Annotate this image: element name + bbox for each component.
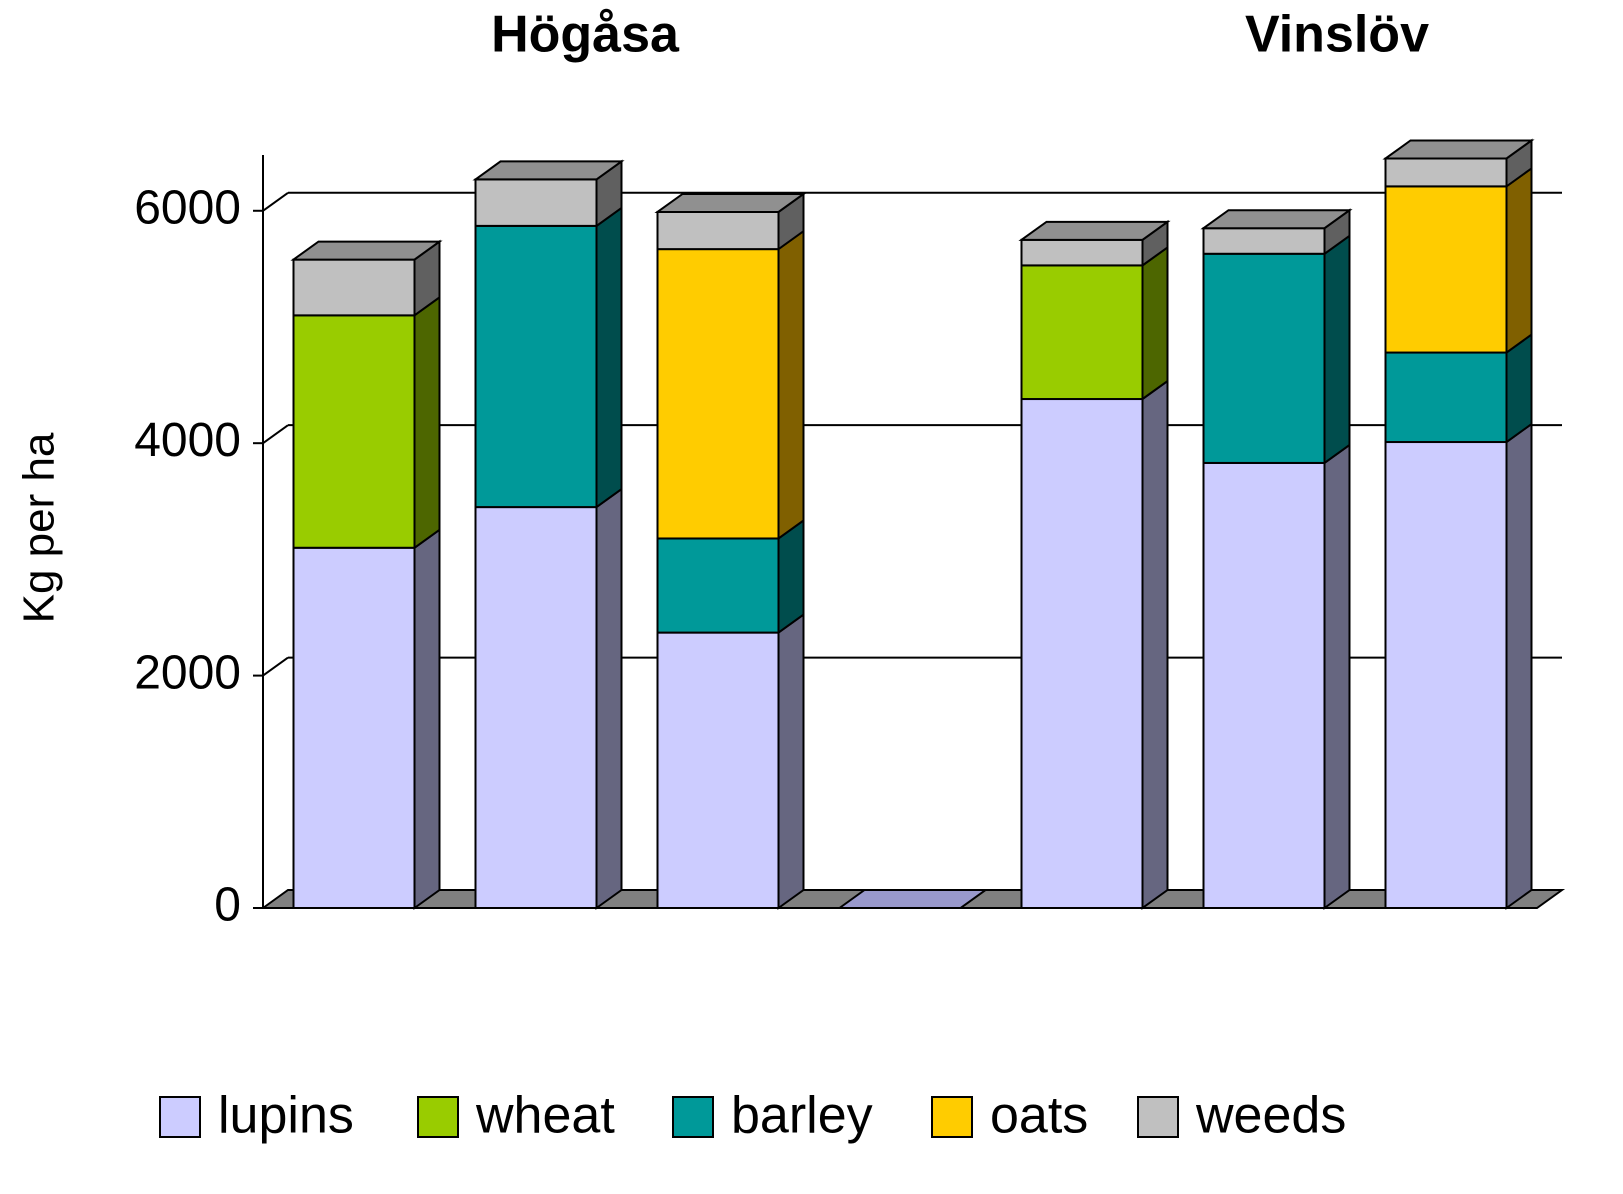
- bar-top: [654, 192, 807, 213]
- legend-label: barley: [731, 1087, 873, 1145]
- bar-side: [777, 518, 805, 635]
- legend-label: wheat: [475, 1087, 615, 1145]
- bar-side: [595, 487, 623, 910]
- legend-swatch: [417, 1096, 459, 1138]
- bar: [1020, 264, 1144, 401]
- bar: [292, 314, 416, 549]
- bar-side: [1505, 166, 1533, 355]
- bar: [1020, 238, 1144, 267]
- bar: [1202, 252, 1326, 464]
- bar: [1384, 351, 1508, 444]
- bar: [1202, 227, 1326, 255]
- bar: [292, 546, 416, 909]
- legend-label: weeds: [1195, 1087, 1346, 1145]
- group-title: Vinslöv: [1245, 6, 1429, 64]
- bar: [1020, 398, 1144, 909]
- bar-top: [836, 889, 989, 909]
- bar-side: [1141, 379, 1169, 910]
- group-title: Högåsa: [491, 6, 680, 64]
- bar: [1384, 157, 1508, 188]
- bar-side: [1323, 233, 1351, 465]
- bar-side: [413, 295, 441, 550]
- bar-top: [1200, 209, 1353, 230]
- legend-swatch: [931, 1096, 973, 1138]
- legend-swatch: [1137, 1096, 1179, 1138]
- bar: [656, 631, 780, 909]
- y-tick-label: 6000: [134, 181, 241, 234]
- bar: [292, 258, 416, 317]
- bar-side: [777, 612, 805, 910]
- bar-top: [1382, 139, 1535, 160]
- bar-side: [1323, 442, 1351, 910]
- grid-line: [262, 656, 289, 677]
- grid-line: [262, 191, 289, 212]
- legend-swatch: [159, 1096, 201, 1138]
- bar-top: [290, 240, 443, 261]
- y-tick-label: 0: [214, 879, 241, 932]
- bar-top: [1018, 220, 1171, 241]
- bar: [1384, 441, 1508, 909]
- bar: [1384, 185, 1508, 354]
- bar: [656, 248, 780, 540]
- grid-line: [262, 424, 289, 444]
- bar-side: [595, 205, 623, 510]
- y-tick-label: 2000: [134, 646, 241, 699]
- bar-top: [472, 160, 625, 181]
- y-tick-label: 4000: [134, 414, 241, 467]
- bar: [656, 210, 780, 251]
- bar-side: [1505, 422, 1533, 910]
- legend-label: oats: [990, 1087, 1088, 1145]
- y-axis-label: Kg per ha: [15, 432, 64, 623]
- legend-swatch: [672, 1096, 714, 1138]
- bar: [1202, 461, 1326, 909]
- bar: [474, 506, 598, 909]
- bar-side: [777, 229, 805, 541]
- bar: [474, 224, 598, 509]
- bar: [474, 178, 598, 227]
- bar-side: [1141, 245, 1169, 401]
- bar: [656, 537, 780, 634]
- legend-label: lupins: [218, 1087, 354, 1145]
- bar-side: [413, 527, 441, 910]
